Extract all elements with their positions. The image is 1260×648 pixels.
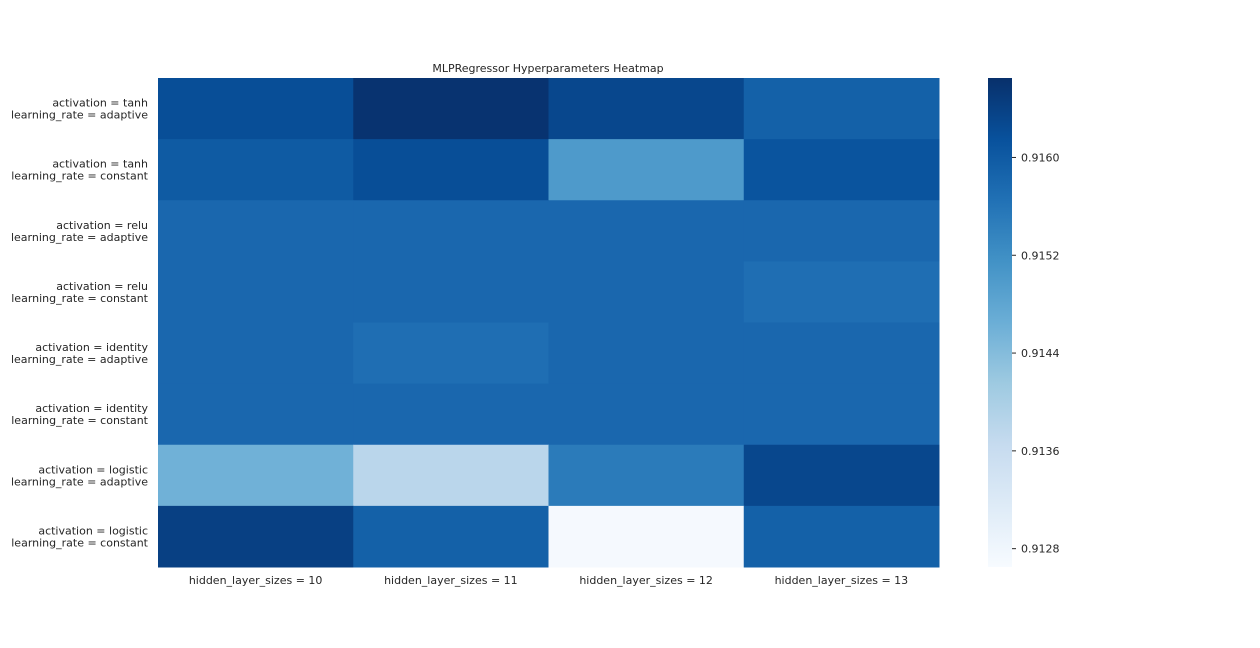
- x-tick-label: hidden_layer_sizes = 13: [775, 574, 909, 587]
- colorbar-tick-label: 0.9136: [1021, 445, 1060, 458]
- y-tick-label: activation = tanh learning_rate = adaptiv…: [11, 97, 148, 122]
- heatmap-cell-r5-c3: [743, 383, 940, 446]
- y-tick-label: activation = tanh learning_rate = constan…: [11, 158, 148, 183]
- heatmap-cell-r5-c2: [548, 383, 745, 446]
- heatmap-cell-r7-c3: [743, 505, 940, 568]
- heatmap-cell-r6-c2: [548, 444, 745, 507]
- heatmap-cell-r7-c1: [353, 505, 549, 568]
- colorbar-tick-label: 0.9160: [1021, 151, 1060, 164]
- chart-title: MLPRegressor Hyperparameters Heatmap: [432, 62, 663, 75]
- y-tick-label: activation = identity learning_rate = ada…: [11, 341, 149, 366]
- heatmap-cell-r0-c1: [353, 78, 549, 140]
- y-tick-label: activation = relu learning_rate = adaptiv…: [11, 219, 148, 244]
- y-tick-label: activation = logistic learning_rate = con…: [11, 524, 148, 549]
- colorbar-ticks: 0.9128 0.9136 0.9144 0.9152 0.9160: [1012, 151, 1060, 556]
- heatmap-cell-r7-c2: [548, 505, 745, 568]
- x-tick-label: hidden_layer_sizes = 10: [189, 574, 323, 587]
- heatmap-cell-r2-c2: [548, 200, 745, 262]
- heatmap-cell-r1-c2: [548, 139, 745, 201]
- colorbar-tick-label: 0.9144: [1021, 347, 1060, 360]
- y-tick-label: activation = logistic learning_rate = ada…: [11, 463, 148, 488]
- heatmap-cell-r3-c3: [743, 261, 940, 323]
- heatmap-cell-r6-c0: [158, 444, 354, 507]
- colorbar-tick-label: 0.9128: [1021, 543, 1060, 556]
- heatmap-cell-r1-c3: [743, 139, 940, 201]
- heatmap-cell-r0-c3: [743, 78, 940, 140]
- heatmap-cell-r3-c2: [548, 261, 745, 323]
- heatmap-cell-r2-c1: [353, 200, 549, 262]
- heatmap-cell-r3-c0: [158, 261, 354, 323]
- heatmap-cell-r6-c1: [353, 444, 549, 507]
- colorbar: [988, 78, 1012, 567]
- heatmap-cell-r4-c2: [548, 322, 745, 385]
- heatmap-cell-r1-c0: [158, 139, 354, 201]
- x-tick-label: hidden_layer_sizes = 12: [579, 574, 713, 587]
- heatmap-cell-r4-c1: [353, 322, 549, 385]
- x-tick-label: hidden_layer_sizes = 11: [384, 574, 518, 587]
- heatmap-cell-r2-c3: [743, 200, 940, 262]
- heatmap-cell-r4-c0: [158, 322, 354, 385]
- heatmap-cell-r0-c0: [158, 78, 354, 140]
- colorbar-tick-label: 0.9152: [1021, 249, 1060, 262]
- heatmap-cell-r4-c3: [743, 322, 940, 385]
- x-tick-labels: hidden_layer_sizes = 10 hidden_layer_size…: [189, 574, 908, 587]
- heatmap-cell-r0-c2: [548, 78, 745, 140]
- y-tick-labels: activation = tanh learning_rate = adaptiv…: [11, 97, 149, 550]
- y-tick-label: activation = relu learning_rate = constan…: [11, 280, 148, 305]
- heatmap-cell-r6-c3: [743, 444, 940, 507]
- heatmap-cell-r5-c1: [353, 383, 549, 446]
- heatmap-cell-r3-c1: [353, 261, 549, 323]
- heatmap-cell-r5-c0: [158, 383, 354, 446]
- heatmap-cell-r1-c1: [353, 139, 549, 201]
- y-tick-label: activation = identity learning_rate = con…: [11, 402, 148, 427]
- heatmap-cells: [158, 78, 940, 568]
- heatmap-cell-r7-c0: [158, 505, 354, 568]
- heatmap-cell-r2-c0: [158, 200, 354, 262]
